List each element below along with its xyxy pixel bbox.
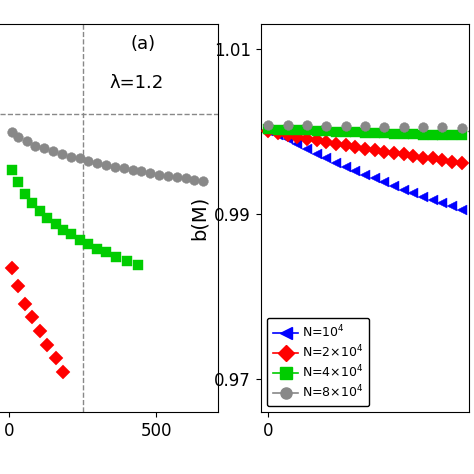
Legend: N=10$^4$, N=2×10$^4$, N=4×10$^4$, N=8×10$^4$: N=10$^4$, N=2×10$^4$, N=4×10$^4$, N=8×10… [267,318,369,406]
Text: (a): (a) [131,36,156,54]
Y-axis label: b(M): b(M) [190,196,209,240]
Text: λ=1.2: λ=1.2 [109,74,163,92]
